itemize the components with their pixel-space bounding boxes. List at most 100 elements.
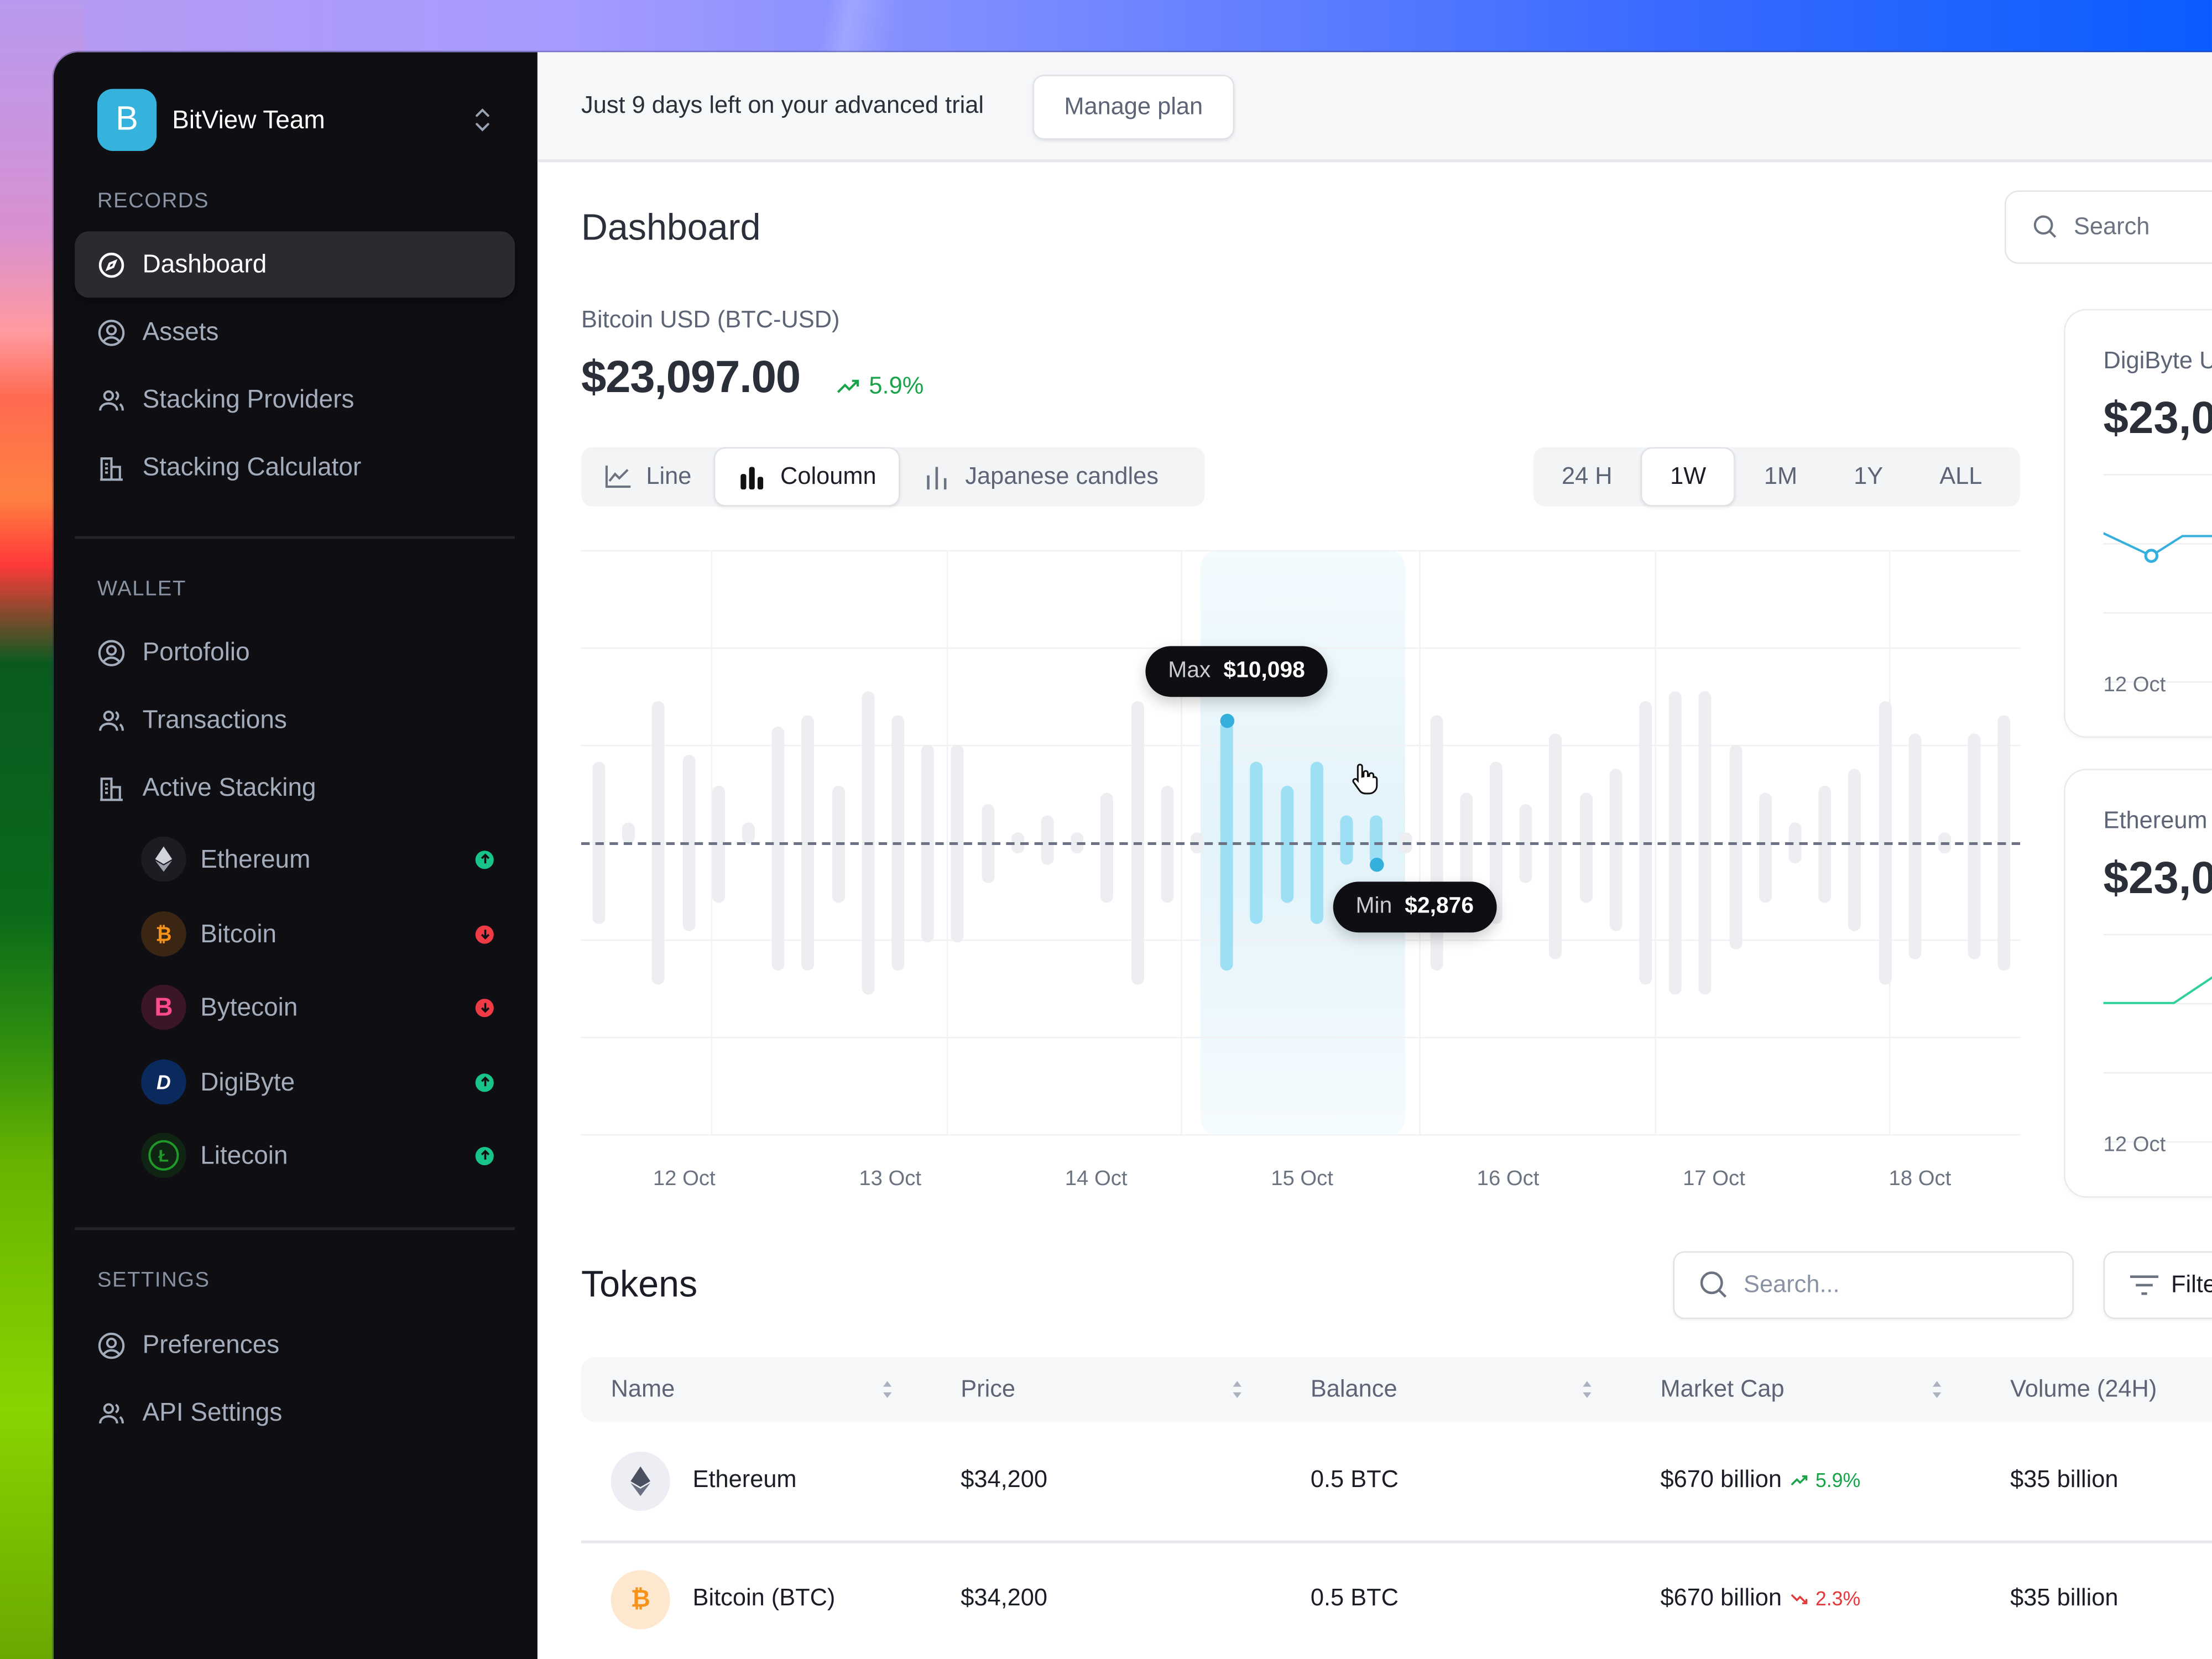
sidebar-item-label: Stacking Providers	[142, 385, 354, 414]
stacking-coin-litecoin[interactable]: Ł Litecoin	[141, 1127, 494, 1183]
chevron-up-down-icon[interactable]	[471, 106, 494, 134]
chart-bar[interactable]	[1041, 815, 1054, 865]
sidebar-item-label: Transactions	[142, 705, 287, 734]
chart-bar[interactable]	[1759, 792, 1772, 903]
range-24h[interactable]: 24 H	[1561, 462, 1613, 490]
asset-price: $23,097.00	[581, 351, 801, 403]
bitcoin-icon: ₿	[611, 1570, 670, 1630]
column-header-price[interactable]: Price	[961, 1375, 1016, 1402]
trend-up-icon	[475, 849, 494, 869]
asset-card-digibyte[interactable]: DigiByte USD $23,0 12 Oct	[2064, 309, 2212, 738]
chart-bar[interactable]	[1220, 721, 1234, 971]
chart-bar[interactable]	[1848, 769, 1861, 931]
stacking-coin-ethereum[interactable]: Ethereum	[141, 831, 494, 888]
candles-icon	[927, 467, 947, 490]
chart-bar[interactable]	[1370, 815, 1383, 865]
users-icon	[99, 709, 124, 731]
table-row[interactable]: Ethereum $34,200 0.5 BTC $670 billion 5.…	[581, 1422, 2212, 1543]
chart-bar[interactable]	[1100, 792, 1114, 903]
section-label-records: RECORDS	[97, 189, 210, 213]
chart-bar[interactable]	[1908, 733, 1921, 959]
manage-plan-button[interactable]: Manage plan	[1032, 75, 1235, 140]
coin-label: Litecoin	[200, 1140, 288, 1169]
sort-icon[interactable]	[1930, 1380, 1944, 1400]
chart-bar[interactable]	[1729, 744, 1742, 950]
sidebar-item-label: Active Stacking	[142, 773, 316, 801]
filters-button[interactable]: Filters	[2103, 1251, 2212, 1319]
trial-banner-text: Just 9 days left on your advanced trial	[581, 91, 984, 119]
tokens-search-input[interactable]: Search...	[1673, 1251, 2074, 1319]
search-icon	[1700, 1271, 1727, 1298]
global-search-input[interactable]: Search	[2004, 190, 2212, 264]
column-header-volume[interactable]: Volume (24H)	[2010, 1375, 2157, 1402]
chart-bar[interactable]	[1609, 769, 1623, 931]
column-header-balance[interactable]: Balance	[1310, 1375, 1397, 1402]
min-point	[1370, 858, 1384, 872]
coin-label: Bytecoin	[200, 992, 298, 1021]
asset-change: 5.9%	[837, 372, 924, 400]
sidebar-item-api-settings[interactable]: API Settings	[75, 1380, 515, 1446]
sidebar-item-label: Stacking Calculator	[142, 452, 362, 481]
sidebar-item-transactions[interactable]: Transactions	[75, 687, 515, 753]
page-title: Dashboard	[581, 206, 761, 248]
chart-bar[interactable]	[742, 822, 755, 844]
stacking-coin-digibyte[interactable]: D DigiByte	[141, 1054, 494, 1110]
range-all[interactable]: ALL	[1939, 462, 1983, 490]
search-placeholder: Search...	[1744, 1271, 1840, 1298]
sidebar-item-label: Assets	[142, 317, 219, 346]
chart-type-selector: Line Coloumn Japanese candles	[581, 447, 1205, 507]
sort-icon[interactable]	[880, 1380, 895, 1400]
chart-type-japanese-candles[interactable]: Japanese candles	[900, 448, 1181, 505]
sidebar-item-label: Preferences	[142, 1330, 280, 1359]
trend-up-icon	[837, 379, 859, 393]
sidebar-item-assets[interactable]: Assets	[75, 299, 515, 366]
line-chart-icon	[605, 465, 631, 488]
trend-down-icon	[475, 925, 494, 943]
stacking-coin-bitcoin[interactable]: ₿ Bitcoin	[141, 906, 494, 962]
range-1m[interactable]: 1M	[1764, 462, 1798, 490]
change-down: 2.3%	[1790, 1587, 1860, 1610]
sidebar-item-stacking-providers[interactable]: Stacking Providers	[75, 367, 515, 433]
svg-text:Ł: Ł	[159, 1147, 169, 1166]
trend-up-icon	[1791, 1475, 1808, 1486]
min-tooltip: Min $2,876	[1333, 881, 1496, 933]
sidebar-divider	[75, 1227, 515, 1230]
chart-bar[interactable]	[1968, 733, 1981, 959]
sparkline	[2103, 532, 2212, 563]
chart-bar[interactable]	[1549, 733, 1562, 959]
bitcoin-icon: ₿	[141, 911, 186, 957]
sidebar-item-stacking-calculator[interactable]: Stacking Calculator	[75, 435, 515, 501]
chart-bar[interactable]	[1579, 792, 1593, 903]
chart-bar[interactable]	[1340, 815, 1353, 865]
sidebar-item-portofolio[interactable]: Portofolio	[75, 619, 515, 686]
chart-bar[interactable]	[1459, 792, 1473, 889]
team-switcher[interactable]: B BitView Team	[97, 88, 494, 151]
search-icon	[2033, 215, 2057, 238]
range-1w[interactable]: 1W	[1640, 447, 1736, 507]
litecoin-icon: Ł	[141, 1133, 186, 1178]
ethereum-icon	[141, 836, 186, 882]
column-header-market-cap[interactable]: Market Cap	[1660, 1375, 1785, 1402]
range-1y[interactable]: 1Y	[1854, 462, 1884, 490]
average-line	[581, 842, 2021, 846]
chart-type-line[interactable]: Line	[581, 448, 714, 505]
max-point	[1220, 713, 1235, 728]
sidebar-item-active-stacking[interactable]: Active Stacking	[75, 755, 515, 821]
sort-icon[interactable]	[1580, 1380, 1594, 1400]
column-header-name[interactable]: Name	[611, 1375, 675, 1402]
sidebar-item-preferences[interactable]: Preferences	[75, 1312, 515, 1378]
asset-card-ethereum[interactable]: Ethereum USD $23,0 12 Oct	[2064, 769, 2212, 1198]
chart-bar[interactable]	[622, 822, 635, 844]
sort-icon[interactable]	[1230, 1380, 1244, 1400]
tokens-table-header: Name Price Balance Market Cap Volume (24…	[581, 1357, 2212, 1422]
chart-bar[interactable]	[771, 726, 785, 971]
section-label-wallet: WALLET	[97, 577, 186, 601]
stacking-coin-bytecoin[interactable]: B Bytecoin	[141, 979, 494, 1035]
sidebar-item-dashboard[interactable]: Dashboard	[75, 231, 515, 298]
bytecoin-icon: B	[141, 984, 186, 1030]
building-icon	[100, 456, 123, 481]
chart-type-column[interactable]: Coloumn	[714, 447, 901, 507]
table-row[interactable]: ₿ Bitcoin (BTC) $34,200 0.5 BTC $670 bil…	[581, 1541, 2212, 1659]
column-chart[interactable]: Max $10,098 Min $2,876	[581, 550, 2021, 1136]
coin-label: Bitcoin	[200, 919, 277, 947]
